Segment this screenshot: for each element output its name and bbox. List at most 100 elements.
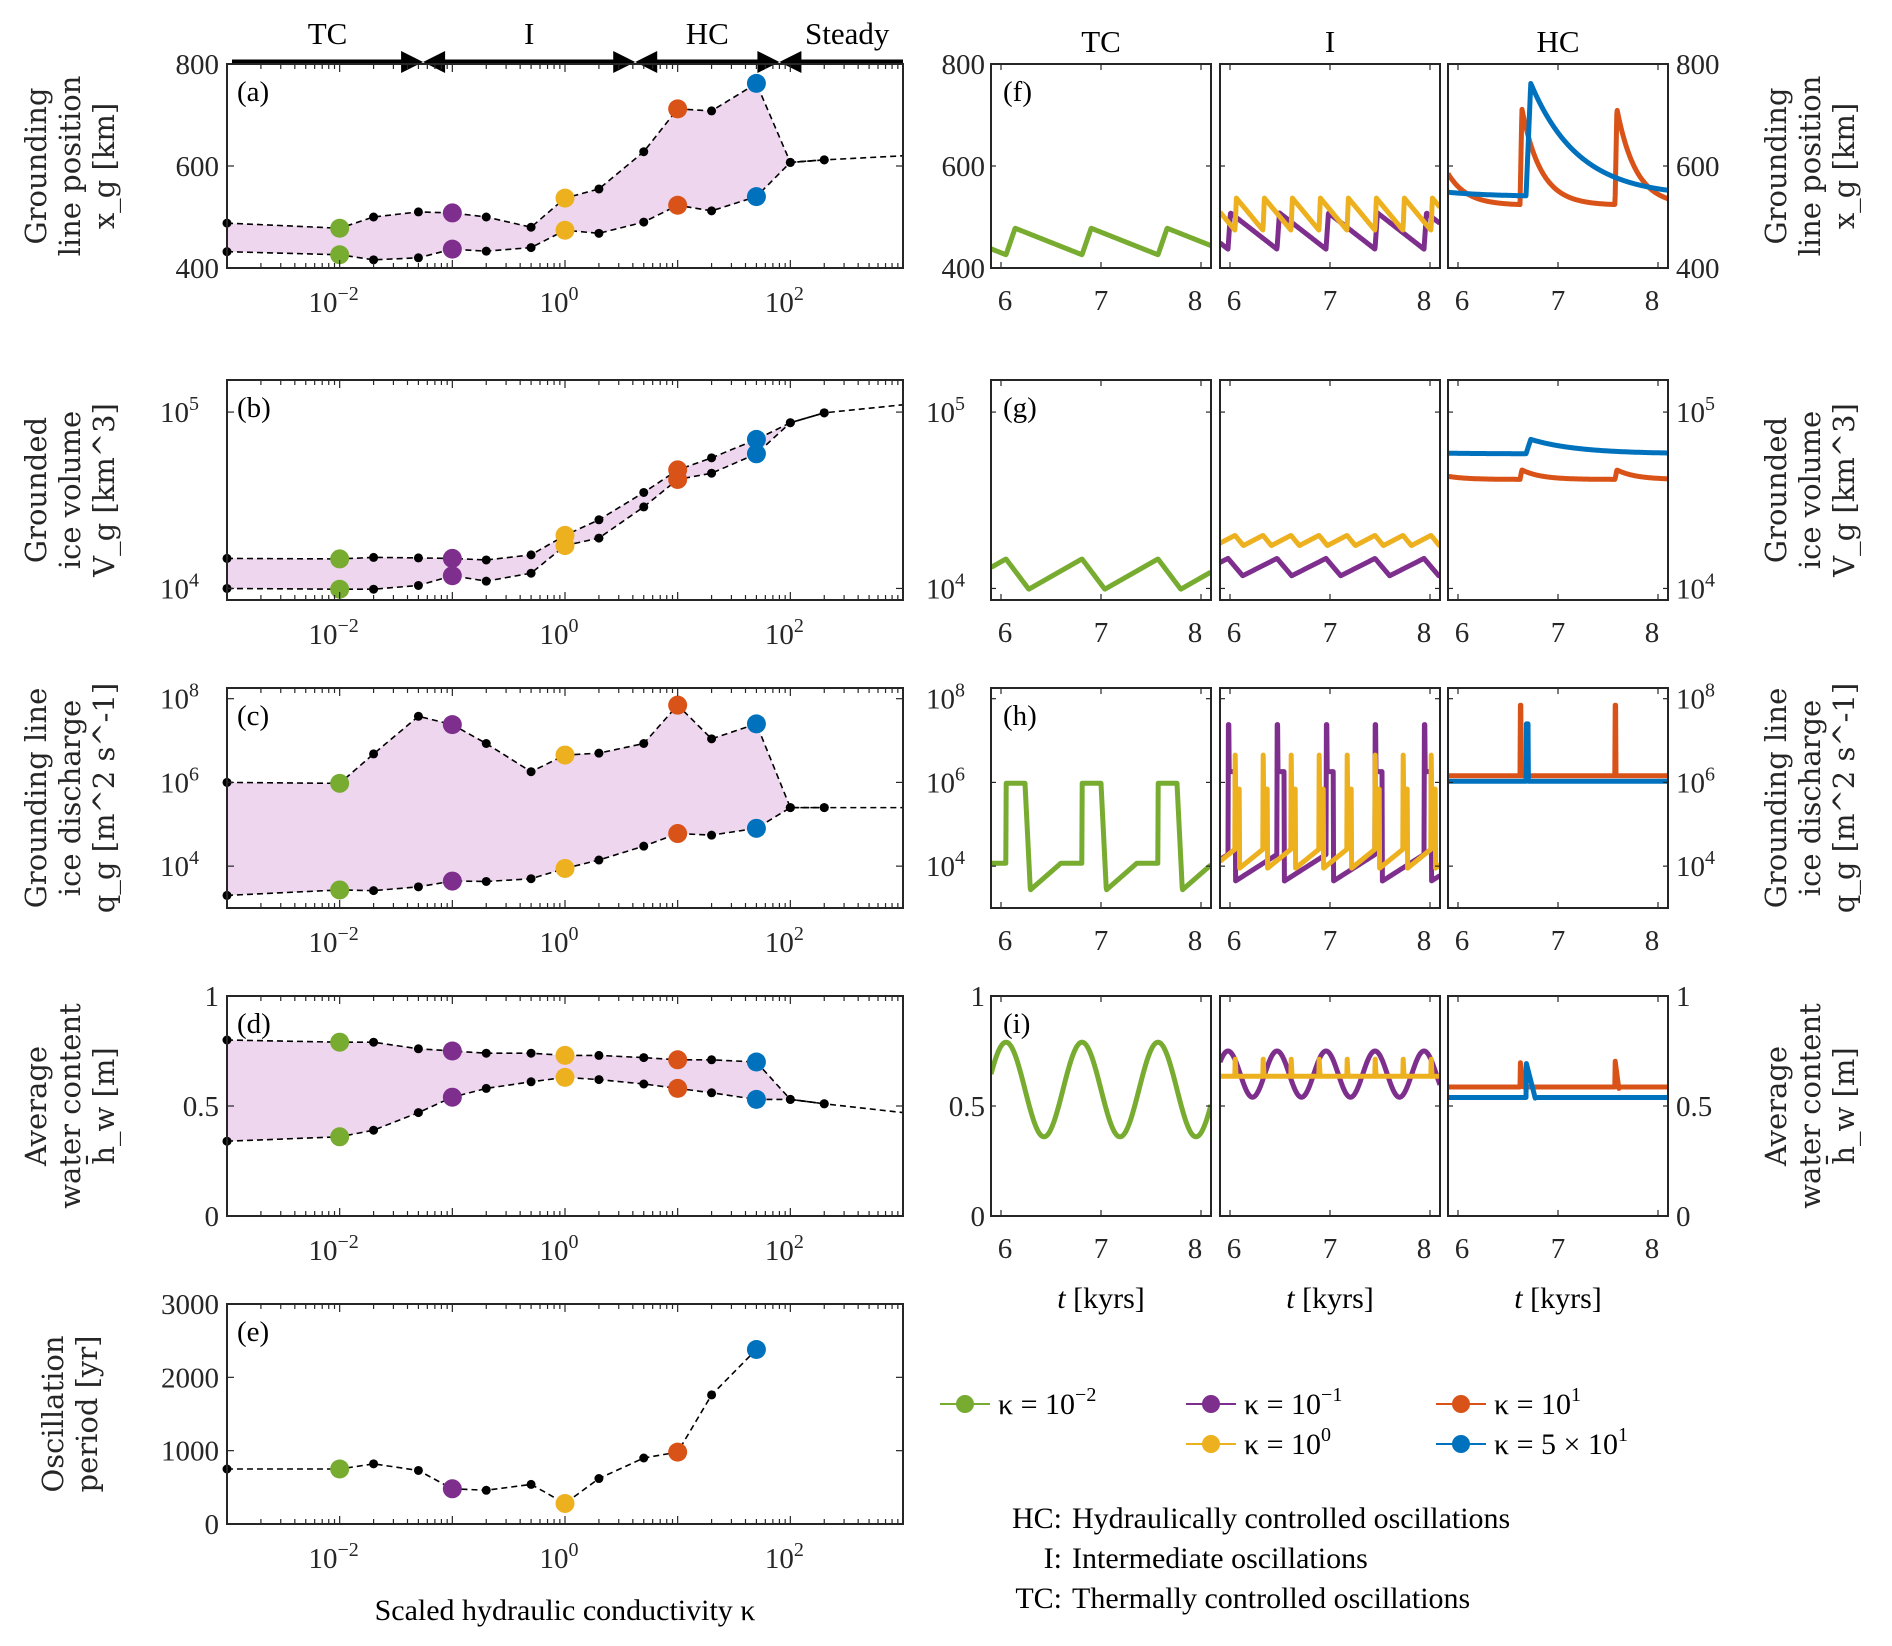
panel-g-i: 6 7 8: [1219, 379, 1441, 649]
x-tick-label: 7: [1323, 925, 1338, 957]
x-tick-label: 7: [1094, 1233, 1109, 1265]
highlight-point-max: [330, 549, 350, 569]
time-series-line: [991, 556, 1211, 592]
data-point-max: [707, 734, 717, 744]
highlight-point-min: [668, 824, 688, 844]
regime-label-tc: TC: [308, 16, 348, 51]
series-group: [991, 780, 1211, 893]
series-group: [1220, 195, 1440, 252]
y-axis-label: Oscillation period [yr]: [36, 1335, 104, 1492]
y-axis-label-line: V_g [km^3]: [87, 403, 122, 578]
y-tick-label: 108: [160, 680, 199, 716]
highlight-point: [330, 1459, 350, 1479]
y-tick-label-right: 1: [1676, 981, 1691, 1013]
data-point-max: [707, 106, 717, 116]
regime-bar: TC I HC Steady: [232, 16, 903, 73]
x-tick-label: 8: [1417, 285, 1432, 317]
x-tick-label: 8: [1645, 617, 1660, 649]
x-tick-label: 6: [1455, 285, 1470, 317]
data-point-min: [526, 1077, 536, 1087]
y-axis-label-line: Grounding line: [19, 688, 53, 909]
highlight-point-min: [442, 239, 462, 259]
y-tick-label: 105: [926, 393, 965, 429]
highlight-point-min: [330, 245, 350, 265]
highlight-point-min: [442, 871, 462, 891]
x-tick-label: 10−2: [309, 615, 359, 651]
column-title-hc: HC: [1536, 24, 1579, 59]
y-tick-label: 0.5: [183, 1091, 219, 1123]
highlight-point-max: [330, 1032, 350, 1052]
data-point-min: [594, 855, 604, 865]
legend-item: κ = 10−1: [1186, 1384, 1342, 1421]
column-title-i: I: [1325, 24, 1335, 59]
x-tick-label: 6: [1227, 1233, 1242, 1265]
y-tick-label-right: 400: [1676, 253, 1720, 285]
period-line: [227, 1348, 757, 1505]
highlight-point-min: [746, 818, 766, 838]
legend-label: κ = 100: [1244, 1424, 1331, 1461]
max-line: [226, 412, 825, 561]
y-tick-label: 0: [205, 1509, 220, 1541]
panel-h-tc: 6 7 8 104 106 108 (h): [926, 680, 1212, 957]
y-tick-label: 400: [942, 253, 986, 285]
data-point-min: [785, 1094, 795, 1104]
highlight-point-min: [330, 1127, 350, 1147]
panel-label: (g): [1003, 392, 1037, 424]
series-group: [1448, 81, 1668, 208]
note-abbr: HC:: [1012, 1502, 1062, 1535]
y-axis-label-line: h̄_w [m]: [85, 1047, 122, 1164]
legend-label: κ = 5 × 101: [1494, 1424, 1628, 1461]
time-series-line: [1220, 752, 1440, 871]
panel-c: 10−2 100 102 104 106 108 (c) Grounding line ice …: [19, 680, 904, 959]
y-tick-label-right: 106: [1676, 763, 1715, 799]
data-point-max: [369, 552, 379, 562]
data-point-min: [481, 246, 491, 256]
y-axis-label-right: Grounded ice volume V_g [km^3]: [1759, 403, 1862, 578]
y-tick-label: 106: [926, 763, 965, 799]
regime-label-steady: Steady: [805, 16, 890, 51]
y-tick-label: 800: [942, 49, 986, 81]
panel-b: 10−2 100 102 104 105 (b) Grounded ice volume V_g…: [19, 379, 904, 651]
y-tick-label-right: 800: [1676, 49, 1720, 81]
data-point-max: [369, 1037, 379, 1047]
axes-frame: [1447, 687, 1669, 909]
highlight-point: [668, 1442, 688, 1462]
data-point-min: [819, 408, 829, 418]
time-series-line: [1220, 210, 1440, 252]
time-series-line: [991, 780, 1211, 893]
data-point-max: [481, 555, 491, 565]
series-group: [1448, 436, 1668, 482]
highlight-point-min: [668, 1078, 688, 1098]
note-text: Intermediate oscillations: [1072, 1542, 1368, 1575]
x-tick-label: 8: [1188, 1233, 1203, 1265]
arrow-left-icon: [779, 51, 802, 73]
x-axis-label: Scaled hydraulic conductivity κ: [375, 1594, 756, 1627]
highlight-point-min: [746, 187, 766, 207]
x-tick-label: 6: [1455, 925, 1470, 957]
panel-f-i: 6 7 8: [1219, 63, 1441, 317]
highlight-point-max: [746, 1052, 766, 1072]
time-series-line: [991, 225, 1211, 258]
y-tick-label: 105: [160, 393, 199, 429]
data-point-max: [594, 515, 604, 525]
highlight-point-max: [555, 1045, 575, 1065]
legend-item: κ = 10−2: [940, 1384, 1096, 1421]
data-point-min: [369, 255, 379, 265]
column-title-tc: TC: [1081, 24, 1121, 59]
x-tick-label: 6: [998, 925, 1013, 957]
y-axis-label-line: period [yr]: [70, 1336, 104, 1493]
data-point-min: [819, 1099, 829, 1109]
x-tick-label: 8: [1188, 925, 1203, 957]
highlight-point-max: [555, 188, 575, 208]
y-tick-label: 106: [160, 763, 199, 799]
y-axis-label-line: water content: [53, 1003, 87, 1209]
y-tick-label: 104: [926, 569, 965, 605]
y-tick-label-right: 104: [1676, 569, 1715, 605]
x-tick-label: 7: [1323, 285, 1338, 317]
y-tick-label: 0.5: [949, 1091, 985, 1123]
arrow-left-icon: [423, 51, 446, 73]
data-point-min: [819, 803, 829, 813]
y-tick-label-right: 104: [1676, 847, 1715, 883]
data-point-min: [481, 1083, 491, 1093]
x-tick-label: 7: [1551, 1233, 1566, 1265]
